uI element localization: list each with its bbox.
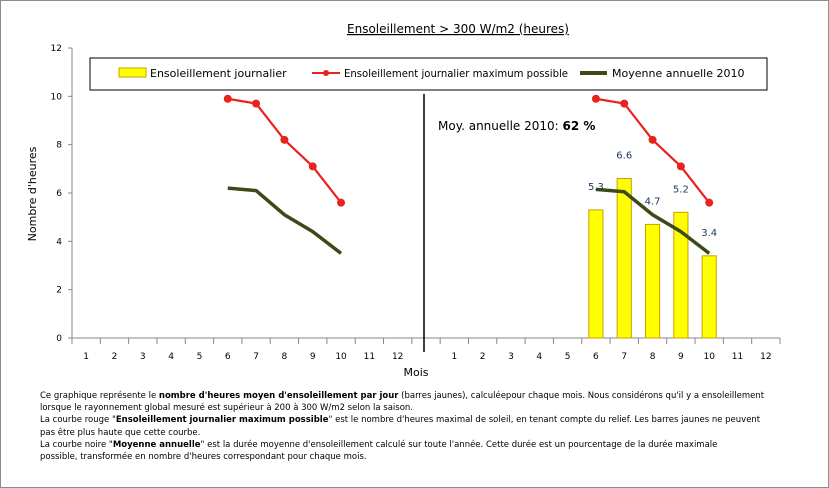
y-axis-label: Nombre d'heures: [26, 146, 39, 241]
x-tick-label: 3: [508, 352, 514, 362]
x-axis-label: Mois: [403, 366, 428, 379]
x-tick-label: 12: [760, 352, 771, 362]
legend-swatch-bar: [118, 67, 147, 78]
bar: [644, 223, 661, 339]
max-line-marker: [223, 94, 232, 103]
max-line: [595, 97, 711, 204]
bar-data-label: 4.7: [645, 196, 661, 207]
y-tick-label: 12: [51, 44, 62, 54]
bar-data-label: 6.6: [616, 151, 632, 162]
x-tick-label: 12: [392, 352, 403, 362]
bars: [588, 178, 717, 339]
max-line-marker: [337, 198, 346, 207]
bar: [673, 211, 689, 339]
y-tick-label: 6: [56, 189, 62, 199]
annual-mean-annotation: Moy. annuelle 2010: 62 %: [438, 119, 595, 133]
x-tick-label: 10: [703, 352, 715, 362]
bar: [616, 178, 632, 339]
x-tick-label: 5: [197, 352, 203, 362]
bar: [701, 255, 717, 339]
x-tick-label: 6: [593, 352, 599, 362]
max-line-marker: [620, 99, 629, 108]
x-tick-label: 2: [480, 352, 486, 362]
caption-text: possible, transformée en nombre d'heures…: [40, 452, 367, 463]
legend-box: [89, 57, 768, 91]
x-tick-label: 11: [364, 352, 375, 362]
max-line-marker: [648, 135, 657, 144]
caption-bold: nombre d'heures moyen d'ensoleillement p…: [158, 391, 399, 401]
caption-line-4: pas être plus haute que cette courbe.: [40, 427, 800, 439]
caption-text: La courbe noire ": [40, 439, 113, 450]
caption-text: La courbe rouge ": [40, 415, 116, 426]
x-tick-label: 7: [253, 352, 259, 362]
y-tick-label: 0: [56, 334, 62, 344]
x-tick-label: 1: [83, 352, 89, 362]
x-tick-label: 1: [451, 352, 457, 362]
caption-line-6: possible, transformée en nombre d'heures…: [40, 451, 800, 463]
x-tick-label: 8: [282, 352, 288, 362]
x-tick-label: 9: [310, 352, 316, 362]
x-tick-label: 4: [168, 352, 174, 362]
x-tick-label: 7: [621, 352, 627, 362]
legend-label-max: Ensoleillement journalier maximum possib…: [344, 67, 568, 80]
bar-data-label: 5.3: [588, 182, 604, 193]
mean-line: [227, 186, 343, 255]
caption-bold: Moyenne annuelle: [112, 439, 201, 450]
legend-swatch-max-marker: [323, 70, 329, 76]
max-line-marker: [252, 99, 261, 108]
max-line-marker: [308, 162, 317, 171]
caption-text: lorsque le rayonnement global mesuré est…: [40, 403, 413, 414]
caption-line-5: La courbe noire "Moyenne annuelle" est l…: [40, 439, 800, 451]
x-tick-label: 2: [112, 352, 118, 362]
legend-label-mean: Moyenne annuelle 2010: [612, 67, 745, 80]
y-tick-label: 4: [56, 237, 62, 247]
chart: Ensoleillement > 300 W/m2 (heures) Nombr…: [26, 22, 781, 379]
bar-data-label: 3.4: [701, 228, 717, 239]
max-line-marker: [676, 162, 685, 171]
caption-line-1: Ce graphique représente le nombre d'heur…: [40, 390, 800, 402]
data-labels: 5.3 6.6 4.7 5.2 3.4: [588, 151, 717, 239]
x-tick-label: 8: [650, 352, 656, 362]
caption-text: (barres jaunes), calculéepour chaque moi…: [398, 391, 765, 401]
annual-mean-value: 62 %: [563, 119, 596, 133]
caption-text: " est le nombre d'heures maximal de sole…: [328, 415, 761, 426]
bar: [588, 209, 604, 339]
caption-line-3: La courbe rouge "Ensoleillement journali…: [40, 414, 800, 426]
mean-line: [595, 187, 711, 255]
max-line: [227, 97, 342, 204]
max-line-marker: [280, 135, 289, 144]
lines: [223, 94, 714, 255]
x-tick-label: 3: [140, 352, 146, 362]
annual-mean-prefix: Moy. annuelle 2010:: [438, 119, 563, 133]
x-tick-label: 5: [565, 352, 571, 362]
y-tick-label: 8: [56, 141, 62, 151]
x-tick-label: 4: [536, 352, 542, 362]
caption-bold: Ensoleillement journalier maximum possib…: [115, 415, 329, 426]
caption-text: pas être plus haute que cette courbe.: [40, 427, 201, 438]
max-line-marker: [705, 198, 714, 207]
legend-label-bar: Ensoleillement journalier: [150, 67, 287, 80]
x-tick-label: 11: [732, 352, 743, 362]
x-tick-label: 10: [335, 352, 347, 362]
x-tick-label: 9: [678, 352, 684, 362]
caption-line-2: lorsque le rayonnement global mesuré est…: [40, 402, 800, 414]
y-tick-label: 10: [51, 92, 63, 102]
x-tick-label: 6: [225, 352, 231, 362]
y-tick-label: 2: [56, 286, 62, 296]
legend: Ensoleillement journalier Ensoleillement…: [89, 57, 768, 91]
caption: Ce graphique représente le nombre d'heur…: [40, 390, 800, 463]
bar-data-label: 5.2: [673, 184, 689, 195]
caption-text: " est la durée moyenne d'ensoleillement …: [200, 439, 718, 450]
caption-text: Ce graphique représente le: [40, 391, 159, 401]
chart-title: Ensoleillement > 300 W/m2 (heures): [347, 22, 569, 36]
max-line-marker: [591, 94, 600, 103]
